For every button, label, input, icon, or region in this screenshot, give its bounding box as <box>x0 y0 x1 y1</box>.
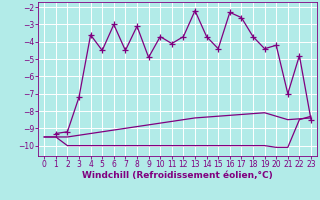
X-axis label: Windchill (Refroidissement éolien,°C): Windchill (Refroidissement éolien,°C) <box>82 171 273 180</box>
